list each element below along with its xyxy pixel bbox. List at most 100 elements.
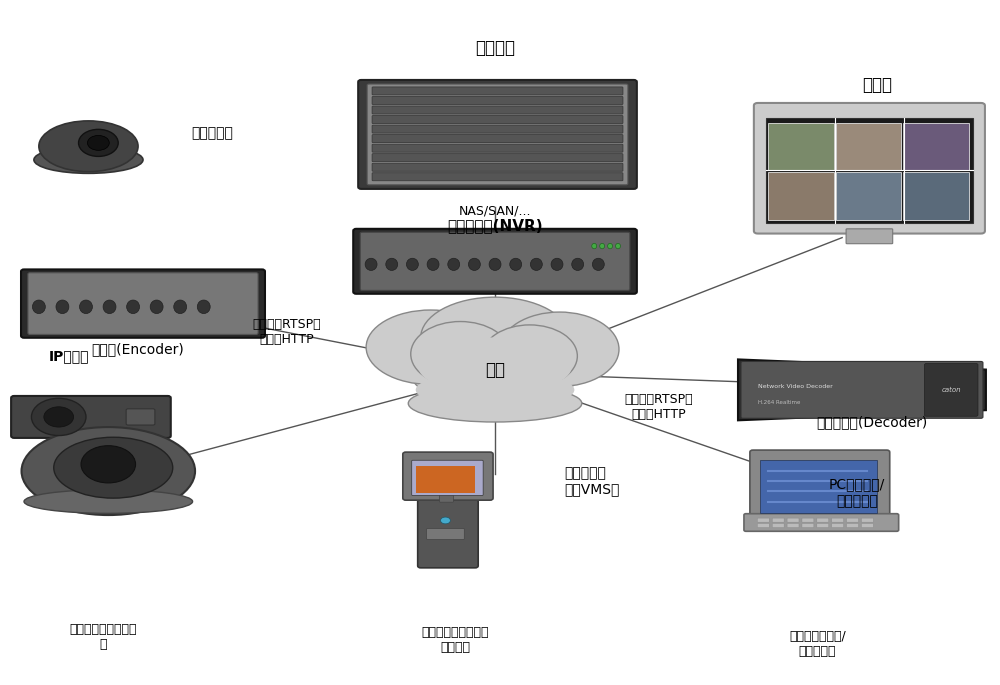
FancyBboxPatch shape xyxy=(416,466,475,493)
FancyBboxPatch shape xyxy=(768,123,834,171)
FancyBboxPatch shape xyxy=(741,362,983,419)
FancyBboxPatch shape xyxy=(427,529,464,539)
Ellipse shape xyxy=(592,258,604,271)
Ellipse shape xyxy=(411,339,579,407)
Ellipse shape xyxy=(482,325,577,387)
Polygon shape xyxy=(738,360,986,421)
Ellipse shape xyxy=(197,300,210,314)
FancyBboxPatch shape xyxy=(787,523,799,527)
Ellipse shape xyxy=(32,300,45,314)
FancyBboxPatch shape xyxy=(817,523,829,527)
Ellipse shape xyxy=(366,310,495,384)
FancyBboxPatch shape xyxy=(754,103,985,234)
FancyBboxPatch shape xyxy=(353,229,637,294)
FancyBboxPatch shape xyxy=(360,232,630,290)
FancyBboxPatch shape xyxy=(836,173,901,220)
FancyBboxPatch shape xyxy=(367,84,628,185)
Text: 视频管理系
统（VMS）: 视频管理系 统（VMS） xyxy=(564,466,620,497)
FancyBboxPatch shape xyxy=(768,173,834,220)
Ellipse shape xyxy=(600,243,605,249)
Ellipse shape xyxy=(81,446,136,483)
Ellipse shape xyxy=(510,258,522,271)
Text: 显示器: 显示器 xyxy=(862,76,892,95)
Ellipse shape xyxy=(468,258,480,271)
FancyBboxPatch shape xyxy=(760,460,877,513)
FancyBboxPatch shape xyxy=(372,125,623,133)
Ellipse shape xyxy=(80,300,92,314)
FancyBboxPatch shape xyxy=(832,523,844,527)
Ellipse shape xyxy=(592,243,597,249)
Text: NAS/SAN/...: NAS/SAN/... xyxy=(459,204,531,217)
Ellipse shape xyxy=(87,136,109,150)
FancyBboxPatch shape xyxy=(372,97,623,105)
Ellipse shape xyxy=(616,243,620,249)
FancyBboxPatch shape xyxy=(836,123,901,171)
Ellipse shape xyxy=(127,300,140,314)
Text: 编码器(Encoder): 编码器(Encoder) xyxy=(92,342,184,356)
FancyBboxPatch shape xyxy=(757,523,769,527)
Ellipse shape xyxy=(365,258,377,271)
FancyBboxPatch shape xyxy=(372,144,623,152)
Ellipse shape xyxy=(408,385,582,422)
FancyBboxPatch shape xyxy=(846,229,893,244)
FancyBboxPatch shape xyxy=(21,269,265,338)
Text: PC软件解码/
客户端控制: PC软件解码/ 客户端控制 xyxy=(829,477,885,508)
Text: 视音频存储，转发，
系统控制: 视音频存储，转发， 系统控制 xyxy=(422,626,489,654)
Ellipse shape xyxy=(421,297,569,378)
Ellipse shape xyxy=(386,258,398,271)
FancyBboxPatch shape xyxy=(358,80,637,189)
FancyBboxPatch shape xyxy=(440,494,453,502)
FancyBboxPatch shape xyxy=(924,364,978,416)
Text: 流媒体走RTSP，
控制走HTTP: 流媒体走RTSP， 控制走HTTP xyxy=(252,319,321,347)
FancyBboxPatch shape xyxy=(861,518,873,522)
FancyBboxPatch shape xyxy=(372,116,623,123)
FancyBboxPatch shape xyxy=(403,452,493,500)
FancyBboxPatch shape xyxy=(372,173,623,181)
FancyBboxPatch shape xyxy=(126,409,155,425)
FancyBboxPatch shape xyxy=(412,460,483,495)
FancyBboxPatch shape xyxy=(750,450,890,519)
FancyBboxPatch shape xyxy=(772,518,784,522)
FancyBboxPatch shape xyxy=(861,523,873,527)
Ellipse shape xyxy=(103,300,116,314)
FancyBboxPatch shape xyxy=(847,518,858,522)
Ellipse shape xyxy=(572,258,584,271)
Ellipse shape xyxy=(416,371,574,408)
Ellipse shape xyxy=(24,490,193,513)
Ellipse shape xyxy=(150,300,163,314)
FancyBboxPatch shape xyxy=(372,163,623,171)
Ellipse shape xyxy=(56,300,69,314)
Text: 网络: 网络 xyxy=(485,360,505,379)
Ellipse shape xyxy=(406,258,418,271)
FancyBboxPatch shape xyxy=(11,396,171,438)
FancyBboxPatch shape xyxy=(28,273,258,334)
FancyBboxPatch shape xyxy=(817,518,829,522)
Text: H.264 Realtime: H.264 Realtime xyxy=(758,399,800,405)
FancyBboxPatch shape xyxy=(372,135,623,142)
Ellipse shape xyxy=(44,407,74,427)
Ellipse shape xyxy=(608,243,613,249)
FancyBboxPatch shape xyxy=(372,106,623,114)
Text: Network Video Decoder: Network Video Decoder xyxy=(758,384,833,389)
Ellipse shape xyxy=(448,258,460,271)
Ellipse shape xyxy=(39,121,138,172)
Text: 视音频解码呈现/
客户端控制: 视音频解码呈现/ 客户端控制 xyxy=(789,630,846,658)
FancyBboxPatch shape xyxy=(372,153,623,162)
FancyBboxPatch shape xyxy=(903,173,969,220)
FancyBboxPatch shape xyxy=(766,118,973,223)
Text: 硬件解码器(Decoder): 硬件解码器(Decoder) xyxy=(816,415,928,429)
FancyBboxPatch shape xyxy=(847,523,858,527)
Ellipse shape xyxy=(22,427,195,515)
Text: 视音频采集，编码压
缩: 视音频采集，编码压 缩 xyxy=(70,623,137,651)
Text: 模拟摄像机: 模拟摄像机 xyxy=(191,126,233,140)
Ellipse shape xyxy=(54,437,173,498)
FancyBboxPatch shape xyxy=(832,518,844,522)
Ellipse shape xyxy=(418,338,572,395)
Ellipse shape xyxy=(31,398,86,436)
Ellipse shape xyxy=(411,321,510,386)
Ellipse shape xyxy=(500,312,619,386)
Ellipse shape xyxy=(34,147,143,173)
FancyBboxPatch shape xyxy=(372,87,623,95)
Ellipse shape xyxy=(489,258,501,271)
FancyBboxPatch shape xyxy=(787,518,799,522)
